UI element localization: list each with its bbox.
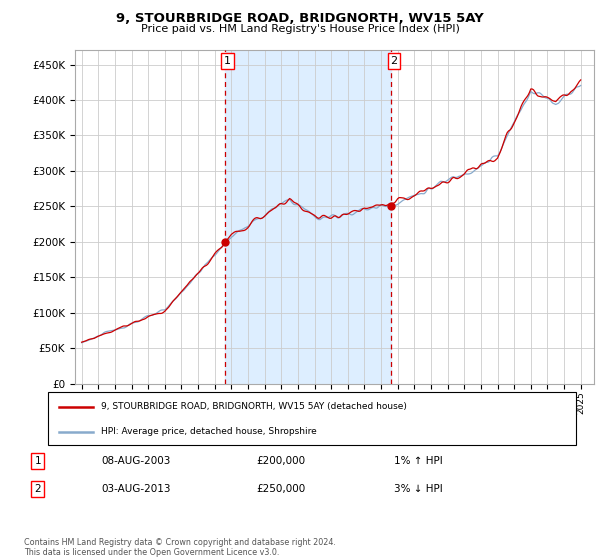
Bar bbox=[225, 50, 391, 384]
Text: 2: 2 bbox=[34, 484, 41, 494]
Text: 2: 2 bbox=[391, 56, 398, 66]
Text: 3% ↓ HPI: 3% ↓ HPI bbox=[394, 484, 443, 494]
FancyBboxPatch shape bbox=[48, 392, 576, 445]
Text: 1: 1 bbox=[34, 456, 41, 466]
Text: 03-AUG-2013: 03-AUG-2013 bbox=[101, 484, 171, 494]
Text: 1% ↑ HPI: 1% ↑ HPI bbox=[394, 456, 443, 466]
Text: £200,000: £200,000 bbox=[256, 456, 305, 466]
Text: 9, STOURBRIDGE ROAD, BRIDGNORTH, WV15 5AY (detached house): 9, STOURBRIDGE ROAD, BRIDGNORTH, WV15 5A… bbox=[101, 403, 407, 412]
Text: Contains HM Land Registry data © Crown copyright and database right 2024.
This d: Contains HM Land Registry data © Crown c… bbox=[24, 538, 336, 557]
Text: 1: 1 bbox=[224, 56, 231, 66]
Text: HPI: Average price, detached house, Shropshire: HPI: Average price, detached house, Shro… bbox=[101, 427, 317, 436]
Text: £250,000: £250,000 bbox=[256, 484, 305, 494]
Text: 9, STOURBRIDGE ROAD, BRIDGNORTH, WV15 5AY: 9, STOURBRIDGE ROAD, BRIDGNORTH, WV15 5A… bbox=[116, 12, 484, 25]
Text: 08-AUG-2003: 08-AUG-2003 bbox=[101, 456, 170, 466]
Text: Price paid vs. HM Land Registry's House Price Index (HPI): Price paid vs. HM Land Registry's House … bbox=[140, 24, 460, 34]
